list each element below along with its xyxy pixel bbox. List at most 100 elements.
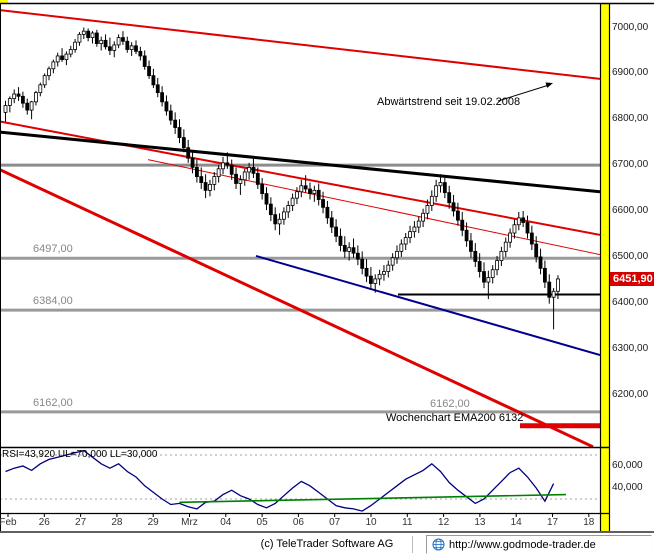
candle-body <box>316 189 321 200</box>
candle-body <box>112 44 117 51</box>
candle-body <box>273 214 278 225</box>
candle-body <box>538 256 543 269</box>
candle-body <box>125 40 130 50</box>
candle-body <box>12 93 17 100</box>
candle-body <box>94 32 99 44</box>
candle-body <box>20 95 25 104</box>
candle-body <box>529 232 534 245</box>
candle-body <box>247 167 252 173</box>
candle-body <box>473 250 478 262</box>
chart-canvas[interactable] <box>0 0 654 533</box>
candle-body <box>312 189 317 194</box>
candle-body <box>264 193 269 205</box>
candle-body <box>486 277 491 283</box>
candle-body <box>338 235 343 246</box>
trend-arrow-icon <box>545 82 553 88</box>
trendline-downtrend-mid <box>0 120 600 236</box>
candle-body <box>229 164 234 175</box>
candle-body <box>160 92 165 103</box>
candle-body <box>86 30 91 38</box>
candle-body <box>138 50 143 57</box>
candles-layer <box>3 27 560 330</box>
candle-body <box>68 49 73 55</box>
candle-body <box>51 61 56 70</box>
candle-body <box>190 157 195 168</box>
candle-body <box>286 205 291 213</box>
candle-body <box>290 197 295 206</box>
globe-icon <box>432 538 445 551</box>
candle-body <box>303 185 308 190</box>
candle-body <box>321 199 325 208</box>
candle-body <box>373 278 378 284</box>
candle-body <box>208 183 212 191</box>
candle-body <box>186 147 191 159</box>
rsi-header: RSI=43,920 UL=70,000 LL=30,000 <box>2 449 158 460</box>
candle-body <box>251 167 256 174</box>
candle-body <box>142 55 147 67</box>
candle-body <box>382 271 386 275</box>
candle-body <box>147 66 151 77</box>
candle-body <box>268 203 273 216</box>
candle-body <box>408 231 412 239</box>
candle-body <box>64 53 69 61</box>
candle-body <box>173 119 178 128</box>
candle-body <box>108 46 112 51</box>
candle-body <box>55 55 60 63</box>
candle-body <box>255 172 260 185</box>
trendline-black-resistance <box>0 130 600 194</box>
candle-body <box>60 55 64 61</box>
candle-body <box>447 192 452 204</box>
candle-body <box>455 210 460 221</box>
candle-body <box>216 168 221 177</box>
candle-body <box>242 171 247 181</box>
trendline-abwaertstrend-19-02-2008 <box>0 9 600 80</box>
candle-body <box>556 278 560 292</box>
trendline-blue-support <box>255 254 600 357</box>
candle-body <box>464 229 469 242</box>
candle-body <box>77 33 82 43</box>
candle-body <box>34 92 38 103</box>
candle-body <box>377 273 382 280</box>
candle-body <box>129 45 134 50</box>
candle-body <box>499 250 504 261</box>
trendlines-layer <box>0 9 600 447</box>
candle-body <box>238 179 243 184</box>
last-price-badge: 6451,90 <box>610 272 654 286</box>
candle-body <box>277 218 282 225</box>
candle-body <box>90 32 95 38</box>
candle-body <box>3 105 8 113</box>
candle-body <box>199 176 204 183</box>
candle-body <box>181 137 186 149</box>
candle-body <box>38 84 43 94</box>
candle-body <box>194 167 199 177</box>
candle-body <box>543 267 547 283</box>
candle-body <box>399 243 404 252</box>
candle-body <box>7 98 12 106</box>
candle-body <box>212 176 217 185</box>
candle-body <box>134 45 138 52</box>
candle-body <box>308 188 312 194</box>
candle-body <box>508 232 513 243</box>
candle-body <box>225 162 230 166</box>
candle-body <box>351 247 356 254</box>
downtrend-annotation: Abwärtstrend seit 19.02.2008 <box>377 96 521 108</box>
status-bar: (c) TeleTrader Software AG http://www.go… <box>0 533 654 557</box>
candle-body <box>329 217 334 228</box>
candle-body <box>438 182 443 187</box>
candle-body <box>395 250 399 259</box>
candle-body <box>155 84 160 94</box>
candle-body <box>103 39 108 48</box>
candle-body <box>512 224 517 234</box>
website-box[interactable]: http://www.godmode-trader.de <box>426 535 652 554</box>
candle-body <box>281 211 286 220</box>
candle-body <box>534 243 539 258</box>
candle-body <box>325 206 330 219</box>
level-label-6497: 6497,00 <box>33 243 73 255</box>
corner-marker <box>0 0 8 3</box>
website-url[interactable]: http://www.godmode-trader.de <box>449 538 596 551</box>
candle-body <box>360 258 365 269</box>
future-strip <box>601 3 609 532</box>
candle-body <box>334 226 339 237</box>
level-label-6384: 6384,00 <box>33 295 73 307</box>
